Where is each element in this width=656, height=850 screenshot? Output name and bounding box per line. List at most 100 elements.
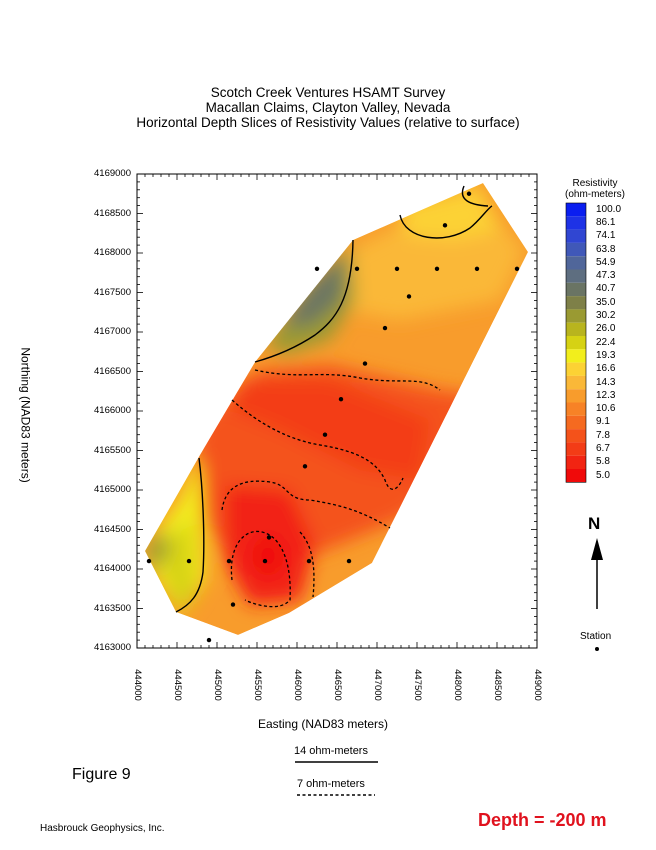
- colorbar-swatch: [566, 269, 586, 283]
- contour-7-middle: [231, 399, 404, 490]
- x-tick-label: 446000: [292, 669, 303, 701]
- colorbar: [565, 202, 587, 483]
- contour-7-loop: [230, 530, 291, 608]
- station-marker: [382, 325, 388, 331]
- station-marker: [230, 602, 236, 607]
- colorbar-label: 35.0: [596, 296, 616, 308]
- y-tick-label: 4165000: [94, 484, 131, 495]
- x-tick-label: 446500: [332, 669, 343, 701]
- colorbar-swatch: [566, 349, 586, 363]
- x-tick-label: 445500: [252, 669, 263, 701]
- colorbar-swatch: [566, 362, 586, 376]
- station-marker: [146, 558, 152, 564]
- x-tick-label: 449000: [532, 669, 543, 701]
- colorbar-swatch: [566, 242, 586, 257]
- station-marker: [322, 432, 328, 437]
- fill-zone: [230, 380, 430, 480]
- colorbar-label: 74.1: [596, 230, 616, 242]
- footer-company: Hasbrouck Geophysics, Inc.: [40, 823, 165, 834]
- colorbar-label: 7.8: [596, 429, 610, 441]
- chart-title-line-2: Macallan Claims, Clayton Valley, Nevada: [205, 100, 451, 115]
- colorbar-swatch: [566, 229, 586, 243]
- station-marker: [206, 637, 212, 643]
- colorbar-label: 26.0: [596, 323, 616, 335]
- legend-dashed-label: 7 ohm-meters: [297, 778, 365, 790]
- colorbar-label: 30.2: [596, 310, 616, 322]
- x-tick-label: 448500: [492, 669, 503, 701]
- colorbar-swatch: [566, 216, 586, 230]
- station-marker: [262, 558, 268, 564]
- colorbar-swatch: [566, 402, 586, 416]
- y-axis-label: Northing (NAD83 meters): [18, 347, 33, 483]
- colorbar-label: 86.1: [596, 216, 616, 228]
- station-legend-label: Station: [580, 631, 612, 642]
- y-tick-label: 4168500: [94, 207, 131, 219]
- station-marker: [474, 266, 480, 271]
- colorbar-label: 6.7: [596, 443, 610, 455]
- chart-title-line-1: Scotch Creek Ventures HSAMT Survey: [210, 85, 446, 100]
- colorbar-swatch: [566, 296, 586, 310]
- station-marker: [302, 464, 308, 469]
- colorbar-label: 14.3: [596, 376, 616, 388]
- x-tick-label: 447000: [372, 669, 383, 701]
- x-tick-label: 448000: [452, 669, 463, 701]
- colorbar-swatch: [566, 256, 586, 270]
- colorbar-swatch: [566, 309, 586, 323]
- y-tick-label: 4164500: [94, 523, 131, 535]
- contour-lines: [175, 185, 493, 613]
- station-marker: [266, 535, 272, 540]
- y-tick-label: 4169000: [94, 168, 131, 179]
- y-tick-label: 4163000: [94, 642, 131, 653]
- colorbar-swatch: [566, 429, 586, 443]
- colorbar-swatch: [566, 322, 586, 336]
- colorbar-label: 40.7: [596, 283, 616, 295]
- station-marker: [466, 191, 472, 196]
- colorbar-frame: [565, 202, 587, 483]
- colorbar-swatch: [566, 282, 586, 297]
- y-tick-label: 4166500: [94, 365, 131, 377]
- colorbar-label: 9.1: [596, 416, 610, 428]
- colorbar-label: 19.3: [596, 349, 616, 361]
- colorbar-label: 54.9: [596, 256, 616, 268]
- contour-7-lower: [221, 480, 391, 529]
- station-legend-marker: [595, 647, 599, 651]
- station-marker: [346, 558, 352, 564]
- colorbar-swatch: [566, 375, 586, 390]
- station-marker: [514, 266, 520, 271]
- y-tick-label: 4167000: [94, 326, 131, 337]
- colorbar-label: 100.0: [596, 203, 622, 215]
- contour-7-upper: [254, 369, 441, 391]
- station-marker: [338, 396, 344, 402]
- station-marker: [186, 558, 192, 564]
- station-markers: [146, 191, 520, 643]
- colorbar-label: 16.6: [596, 363, 616, 375]
- colorbar-label: 47.3: [596, 270, 616, 282]
- north-arrow-head: [591, 538, 603, 560]
- contour-14-southwest: [175, 457, 205, 613]
- x-tick-label: 447500: [412, 669, 423, 701]
- legend-graphics: [295, 538, 603, 796]
- station-marker: [442, 223, 448, 228]
- station-marker: [434, 266, 440, 271]
- depth-label: Depth = -200 m: [478, 810, 607, 830]
- colorbar-label: 5.0: [596, 469, 610, 481]
- colorbar-label: 63.8: [596, 243, 616, 255]
- axis-ticks: [136, 173, 538, 649]
- fill-zone: [160, 520, 195, 610]
- north-label: N: [588, 514, 601, 533]
- station-marker: [354, 266, 360, 271]
- x-tick-label: 444500: [172, 669, 183, 701]
- station-marker: [394, 266, 400, 271]
- colorbar-swatch: [566, 203, 586, 217]
- y-tick-label: 4163500: [94, 602, 131, 614]
- station-marker: [406, 294, 412, 299]
- fill-zone: [252, 536, 284, 576]
- resistivity-fill: [145, 183, 528, 635]
- station-marker: [306, 558, 312, 564]
- colorbar-swatch: [566, 389, 586, 403]
- colorbar-title: Resistivity (ohm-meters): [564, 178, 625, 200]
- colorbar-swatch: [566, 455, 586, 469]
- x-tick-label: 444000: [132, 669, 143, 701]
- contour-14-northeast-2: [461, 185, 489, 207]
